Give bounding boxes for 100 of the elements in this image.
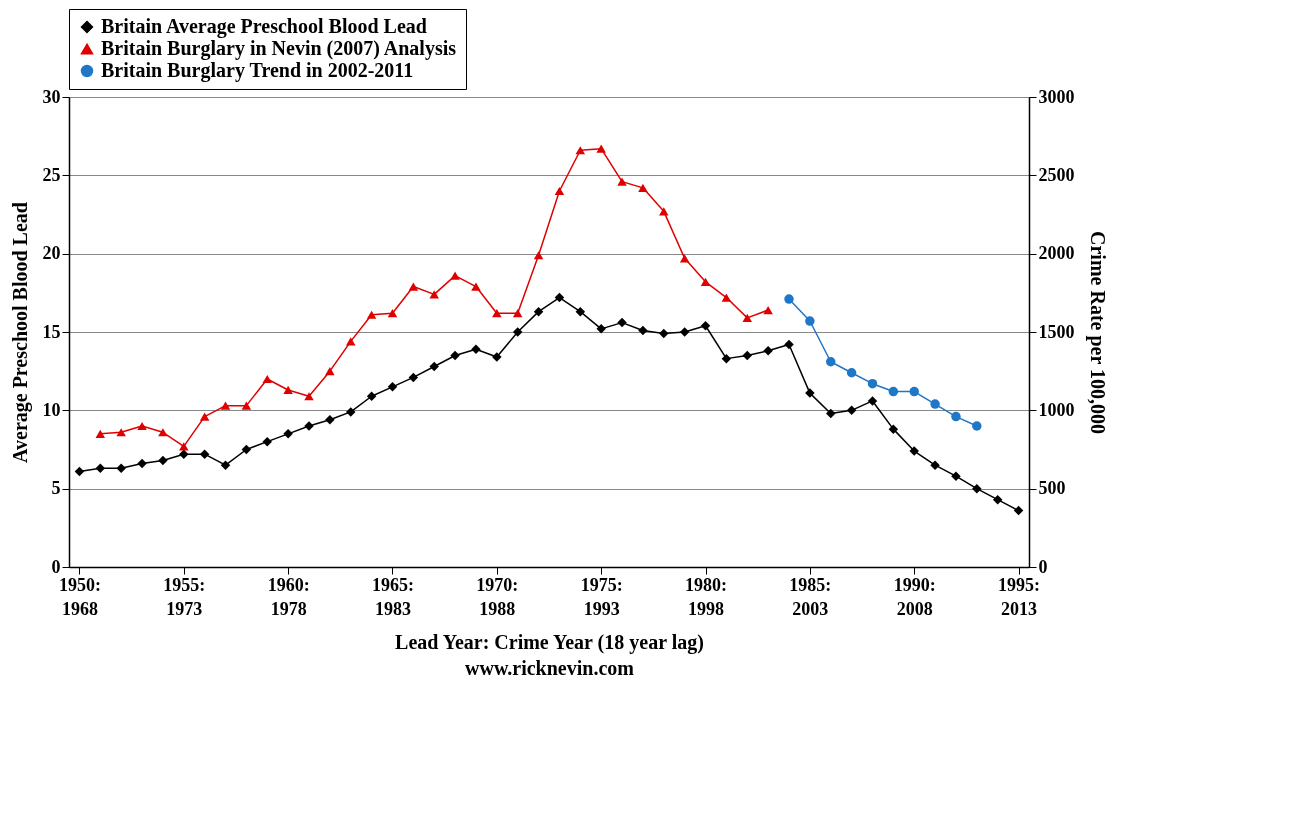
point [199, 449, 210, 459]
point [220, 401, 231, 410]
point [951, 411, 961, 422]
point [387, 382, 398, 392]
point [387, 309, 398, 318]
y2-tick-label: 500 [1038, 478, 1066, 499]
x-tick-label: 1990: 2008 [893, 574, 936, 619]
point [158, 428, 168, 437]
point [826, 408, 836, 419]
point [346, 337, 356, 346]
point [533, 306, 544, 317]
point [366, 391, 377, 401]
point [972, 421, 982, 431]
y2-tick-label: 1500 [1038, 321, 1075, 342]
point [638, 183, 648, 192]
point [512, 327, 523, 337]
y-tick-label: 5 [51, 478, 61, 499]
point [867, 378, 878, 389]
point [325, 414, 335, 425]
y2-tick-label: 2000 [1038, 243, 1075, 264]
point [137, 421, 147, 431]
x-tick-label: 1970: 1988 [476, 574, 519, 619]
point [283, 385, 293, 395]
y2-axis-title: Crime Rate per 100,000 [1085, 231, 1109, 434]
point [784, 294, 794, 304]
point [846, 405, 857, 416]
point [220, 460, 231, 470]
point [116, 428, 126, 437]
legend-label: Britain Burglary in Nevin (2007) Analysis [101, 37, 457, 60]
y-tick-label: 25 [42, 164, 61, 185]
point [763, 346, 773, 356]
point [262, 436, 272, 447]
point [471, 282, 481, 291]
point [679, 327, 690, 337]
point [992, 494, 1003, 505]
y2-tick-label: 2500 [1038, 164, 1075, 185]
point [596, 324, 606, 334]
point [471, 344, 481, 354]
point [575, 306, 586, 317]
point [241, 401, 252, 410]
y2-tick-label: 3000 [1038, 86, 1075, 107]
y-tick-label: 10 [42, 399, 61, 420]
point [721, 353, 732, 364]
point [596, 144, 606, 153]
point [74, 466, 85, 477]
point [826, 357, 836, 367]
x-tick-label: 1980: 1998 [685, 574, 728, 619]
x-tick-label: 1985: 2003 [789, 574, 832, 619]
point [909, 446, 919, 456]
point [805, 316, 815, 326]
point [95, 429, 106, 438]
point [116, 463, 126, 474]
point [888, 386, 899, 397]
legend-label: Britain Average Preschool Blood Lead [101, 15, 427, 38]
point [346, 407, 356, 417]
point [304, 392, 314, 401]
y-tick-label: 30 [42, 86, 61, 107]
point [429, 290, 439, 299]
point [888, 424, 899, 434]
x-tick-label: 1955: 1973 [163, 574, 206, 619]
point [199, 412, 210, 421]
y2-tick-label: 0 [1038, 556, 1048, 577]
point [554, 186, 565, 196]
point [492, 309, 502, 318]
point [366, 310, 377, 319]
point [450, 350, 460, 361]
point [325, 367, 335, 376]
point [575, 146, 586, 155]
point [554, 292, 565, 303]
y2-tick-label: 1000 [1038, 399, 1075, 420]
point [408, 282, 419, 291]
x-tick-label: 1995: 2013 [998, 574, 1041, 619]
point [638, 325, 648, 336]
y-tick-label: 0 [51, 556, 61, 577]
point [617, 177, 627, 186]
x-tick-label: 1950: 1968 [58, 574, 101, 619]
point [659, 328, 669, 339]
point [429, 361, 439, 372]
point [784, 339, 794, 350]
point [846, 368, 857, 378]
y-tick-label: 15 [42, 321, 61, 342]
point [241, 444, 252, 455]
point [742, 313, 752, 323]
y-axis-title: Average Preschool Blood Lead [8, 202, 32, 463]
x-axis-title: Lead Year: Crime Year (18 year lag) [395, 630, 704, 654]
point [1013, 505, 1024, 516]
point [617, 317, 627, 328]
point [262, 374, 272, 384]
point [179, 449, 189, 459]
point [721, 293, 732, 302]
point [930, 399, 940, 409]
point [408, 372, 419, 383]
point [450, 271, 460, 280]
point [533, 251, 544, 260]
y-tick-label: 20 [42, 243, 61, 264]
point [700, 277, 711, 286]
point [867, 396, 878, 406]
point [512, 309, 523, 318]
point [137, 458, 147, 469]
point [763, 305, 773, 315]
